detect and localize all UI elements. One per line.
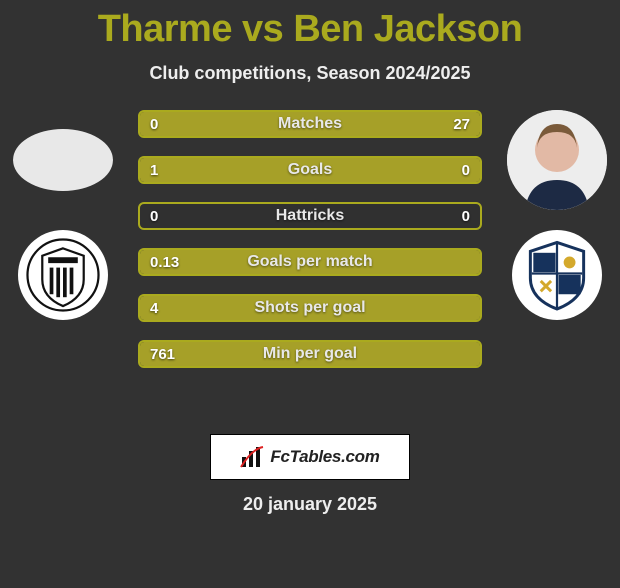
stat-fill-left — [140, 158, 480, 182]
stat-bars: Matches027 Goals10 Hattricks0 0 Goals per ma… — [138, 110, 482, 368]
stat-fill-left — [140, 342, 480, 366]
player-left-avatar — [13, 110, 113, 210]
comparison-stage: Matches027 Goals10 Hattricks0 0 Goals per ma… — [0, 110, 620, 410]
stat-label: Hattricks — [140, 204, 480, 228]
avatar-placeholder-disc — [13, 129, 113, 191]
stat-row: Goals per match0.13 — [138, 248, 482, 276]
stat-value-left: 0 — [150, 204, 158, 228]
person-icon — [507, 110, 607, 210]
stat-row: Hattricks0 0 — [138, 202, 482, 230]
club-right-logo — [512, 230, 602, 320]
stat-fill-left — [140, 250, 480, 274]
subtitle: Club competitions, Season 2024/2025 — [0, 63, 620, 84]
page-title: Tharme vs Ben Jackson — [0, 8, 620, 51]
club-left-logo — [18, 230, 108, 320]
brand-box[interactable]: FcTables.com — [210, 434, 410, 480]
stat-fill-left — [140, 296, 480, 320]
player-left-column — [8, 110, 118, 320]
brand-text: FcTables.com — [270, 447, 379, 467]
chart-bars-icon — [240, 445, 264, 469]
player-right-column — [502, 110, 612, 320]
date-text: 20 january 2025 — [0, 494, 620, 515]
stat-fill-right — [140, 112, 480, 136]
shield-stripes-icon — [26, 238, 100, 312]
player-right-avatar — [507, 110, 607, 210]
stat-row: Matches027 — [138, 110, 482, 138]
crest-quartered-icon — [520, 238, 594, 312]
stat-value-right: 0 — [462, 204, 470, 228]
stat-row: Goals10 — [138, 156, 482, 184]
stat-row: Min per goal761 — [138, 340, 482, 368]
stat-row: Shots per goal4 — [138, 294, 482, 322]
